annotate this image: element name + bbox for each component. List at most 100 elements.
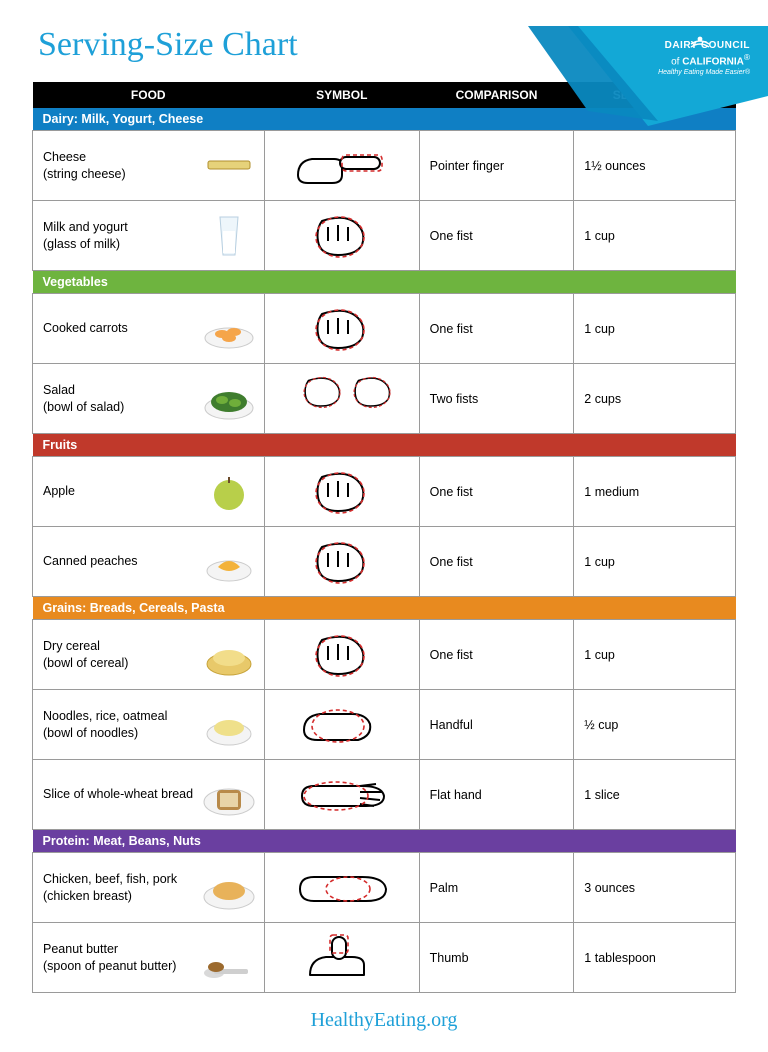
symbol-cell (264, 690, 419, 760)
food-sub: (bowl of cereal) (43, 655, 194, 671)
brand-text: DAIRY COUNCIL of CALIFORNIA® Healthy Eat… (658, 40, 750, 78)
food-sub: (string cheese) (43, 166, 194, 182)
brand-banner: DAIRY COUNCIL of CALIFORNIA® Healthy Eat… (528, 26, 768, 136)
food-cell: Chicken, beef, fish, pork (chicken breast… (33, 853, 265, 923)
hand-symbol-icon (292, 533, 392, 587)
table-row: Cheese (string cheese) Pointer finger1½ ou… (33, 131, 736, 201)
food-sub: (chicken breast) (43, 888, 194, 904)
section-header: Grains: Breads, Cereals, Pasta (33, 597, 736, 620)
hand-symbol-icon (292, 463, 392, 517)
comparison-cell: One fist (419, 620, 574, 690)
food-name: Milk and yogurt (43, 220, 128, 234)
hand-symbol-icon (292, 696, 392, 750)
page: DAIRY COUNCIL of CALIFORNIA® Healthy Eat… (0, 26, 768, 1052)
table-row: Chicken, beef, fish, pork (chicken breast… (33, 853, 736, 923)
comparison-cell: One fist (419, 201, 574, 271)
table-row: Salad (bowl of salad) Two fists2 cups (33, 364, 736, 434)
food-cell: Slice of whole-wheat bread (33, 760, 265, 830)
comparison-cell: Pointer finger (419, 131, 574, 201)
food-name: Cheese (43, 150, 86, 164)
brand-line1: DAIRY COUNCIL (658, 40, 750, 52)
food-name: Apple (43, 484, 75, 498)
comparison-cell: Thumb (419, 923, 574, 993)
serving-cell: 1 cup (574, 201, 736, 271)
hand-symbol-icon (292, 766, 392, 820)
food-image (200, 630, 258, 680)
comparison-cell: One fist (419, 457, 574, 527)
comparison-cell: One fist (419, 527, 574, 597)
serving-cell: 1 medium (574, 457, 736, 527)
food-name: Cooked carrots (43, 321, 128, 335)
symbol-cell (264, 201, 419, 271)
footer-url: HealthyEating.org (32, 1009, 736, 1032)
section-label: Vegetables (33, 271, 736, 294)
comparison-cell: Two fists (419, 364, 574, 434)
food-cell: Salad (bowl of salad) (33, 364, 265, 434)
hand-symbol-icon (292, 137, 392, 191)
table-row: Milk and yogurt (glass of milk) One fist1 … (33, 201, 736, 271)
col-food: FOOD (33, 82, 265, 108)
food-cell: Canned peaches (33, 527, 265, 597)
food-name: Noodles, rice, oatmeal (43, 709, 167, 723)
section-header: Protein: Meat, Beans, Nuts (33, 830, 736, 853)
food-image (200, 863, 258, 913)
food-name: Canned peaches (43, 554, 138, 568)
col-symbol: SYMBOL (264, 82, 419, 108)
brand-tagline: Healthy Eating Made Easier® (658, 69, 750, 77)
food-image (200, 374, 258, 424)
food-cell: Peanut butter (spoon of peanut butter) (33, 923, 265, 993)
comparison-cell: Flat hand (419, 760, 574, 830)
table-row: Canned peaches One fist1 cup (33, 527, 736, 597)
table-row: Dry cereal (bowl of cereal) One fist1 cup (33, 620, 736, 690)
symbol-cell (264, 853, 419, 923)
food-image (200, 141, 258, 191)
food-sub: (spoon of peanut butter) (43, 958, 194, 974)
serving-size-table: FOOD SYMBOL COMPARISON SERVING SIZE Dair… (32, 82, 736, 993)
food-name: Peanut butter (43, 942, 118, 956)
table-row: Peanut butter (spoon of peanut butter) Thu… (33, 923, 736, 993)
food-cell: Noodles, rice, oatmeal (bowl of noodles) (33, 690, 265, 760)
table-row: Cooked carrots One fist1 cup (33, 294, 736, 364)
food-cell: Apple (33, 457, 265, 527)
serving-cell: 3 ounces (574, 853, 736, 923)
food-cell: Dry cereal (bowl of cereal) (33, 620, 265, 690)
hand-symbol-icon (292, 207, 392, 261)
food-image (200, 933, 258, 983)
table-row: Slice of whole-wheat breadFlat hand1 sli… (33, 760, 736, 830)
serving-cell: ½ cup (574, 690, 736, 760)
food-sub: (glass of milk) (43, 236, 194, 252)
food-name: Slice of whole-wheat bread (43, 787, 193, 801)
symbol-cell (264, 294, 419, 364)
table-row: Noodles, rice, oatmeal (bowl of noodles) H… (33, 690, 736, 760)
symbol-cell (264, 457, 419, 527)
symbol-cell (264, 364, 419, 434)
section-label: Protein: Meat, Beans, Nuts (33, 830, 736, 853)
serving-cell: 1 cup (574, 294, 736, 364)
comparison-cell: Handful (419, 690, 574, 760)
hand-symbol-icon (292, 300, 392, 354)
section-header: Fruits (33, 434, 736, 457)
serving-cell: 1 tablespoon (574, 923, 736, 993)
food-sub: (bowl of noodles) (43, 725, 194, 741)
food-cell: Cooked carrots (33, 294, 265, 364)
food-name: Dry cereal (43, 639, 100, 653)
hand-symbol-icon (292, 370, 392, 424)
symbol-cell (264, 131, 419, 201)
serving-cell: 2 cups (574, 364, 736, 434)
food-image (200, 770, 258, 820)
food-image (200, 700, 258, 750)
food-name: Chicken, beef, fish, pork (43, 872, 177, 886)
symbol-cell (264, 527, 419, 597)
food-image (200, 537, 258, 587)
table-row: Apple One fist1 medium (33, 457, 736, 527)
food-name: Salad (43, 383, 75, 397)
hand-symbol-icon (292, 626, 392, 680)
serving-cell: 1 cup (574, 620, 736, 690)
serving-cell: 1 cup (574, 527, 736, 597)
serving-cell: 1½ ounces (574, 131, 736, 201)
food-sub: (bowl of salad) (43, 399, 194, 415)
section-label: Fruits (33, 434, 736, 457)
food-cell: Milk and yogurt (glass of milk) (33, 201, 265, 271)
food-image (200, 304, 258, 354)
comparison-cell: One fist (419, 294, 574, 364)
